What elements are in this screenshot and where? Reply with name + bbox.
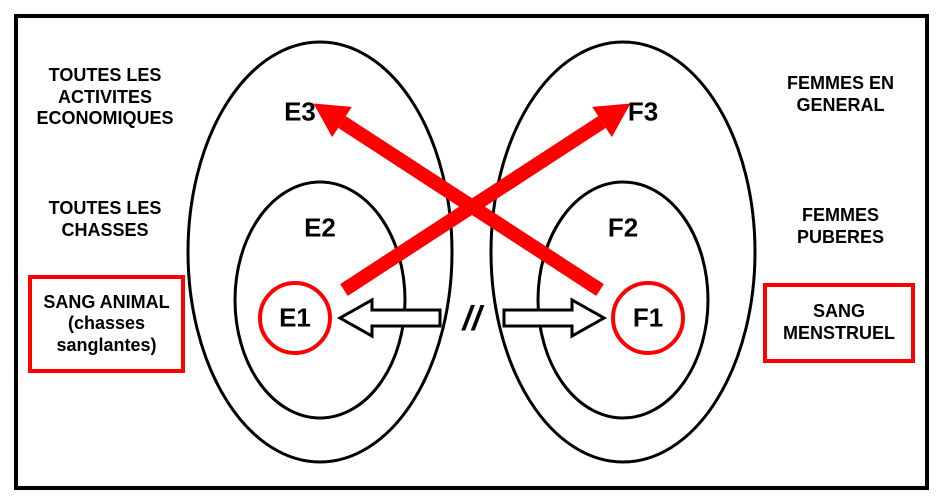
label-E3: E3 — [284, 97, 316, 128]
hollow-arrow-right — [504, 300, 604, 336]
label-F3: F3 — [628, 97, 658, 128]
label-toutes-les-activites: TOUTES LES ACTIVITES ECONOMIQUES — [30, 65, 180, 130]
label-toutes-les-chasses: TOUTES LES CHASSES — [30, 198, 180, 241]
label-E2: E2 — [304, 213, 336, 244]
label-femmes-puberes: FEMMES PUBERES — [763, 205, 918, 248]
separator-slashes: // — [461, 300, 485, 338]
label-E1: E1 — [279, 303, 311, 334]
hollow-arrow-left — [340, 300, 440, 336]
red-box-sang-menstruel-text: SANG MENSTRUEL — [783, 301, 895, 344]
label-F1: F1 — [633, 303, 663, 334]
red-box-sang-animal: SANG ANIMAL (chasses sanglantes) — [28, 275, 185, 373]
red-box-sang-menstruel: SANG MENSTRUEL — [763, 283, 915, 363]
label-F2: F2 — [608, 213, 638, 244]
red-box-sang-animal-text: SANG ANIMAL (chasses sanglantes) — [43, 292, 169, 357]
label-femmes-en-general: FEMMES EN GENERAL — [763, 73, 918, 116]
